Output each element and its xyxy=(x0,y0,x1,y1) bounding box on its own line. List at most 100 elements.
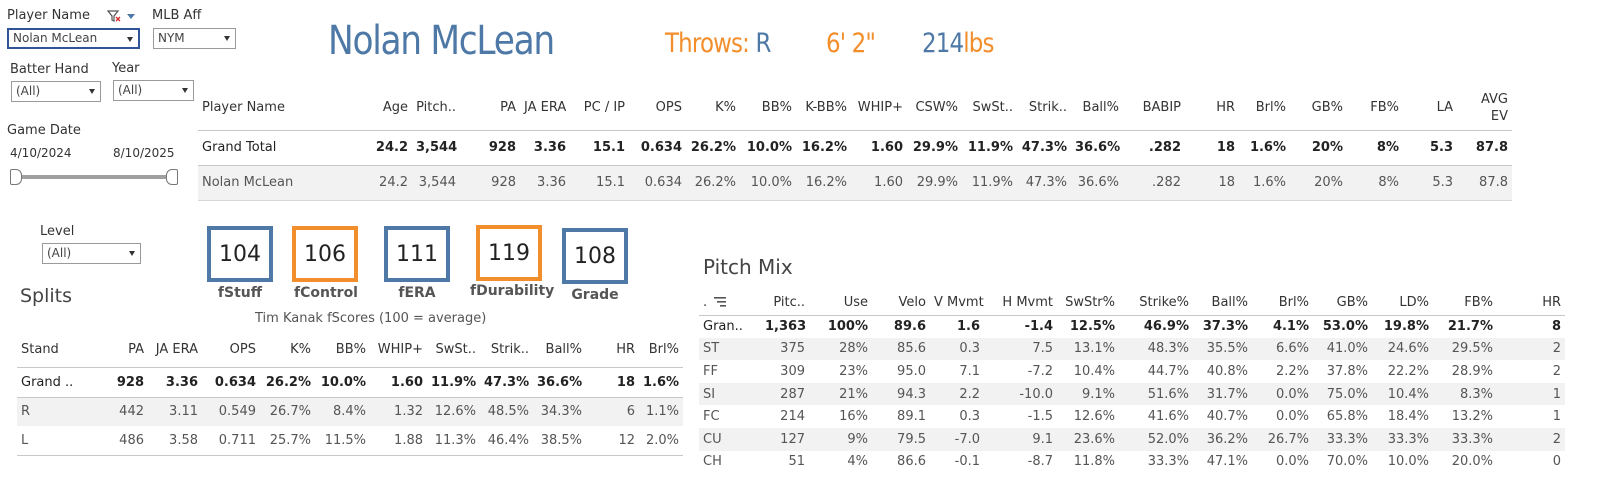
col-brl-pct[interactable]: Brl% xyxy=(1278,295,1309,311)
table-cell: 36.6% xyxy=(1075,140,1121,155)
col-bb-pct[interactable]: BB% xyxy=(761,100,792,116)
slider-end-handle[interactable] xyxy=(166,169,178,185)
col-pitch-type[interactable]: . xyxy=(699,291,761,315)
col-h-mvmt[interactable]: H Mvmt xyxy=(1002,295,1053,311)
col-strike[interactable]: Strik.. xyxy=(490,342,529,358)
col-ball-pct[interactable]: Ball% xyxy=(1211,295,1248,311)
col-pa[interactable]: PA xyxy=(128,342,144,358)
table-cell: -1.4 xyxy=(1024,319,1053,335)
col-ops[interactable]: OPS xyxy=(655,100,682,116)
chevron-down-icon xyxy=(224,36,230,41)
col-ja-era[interactable]: JA ERA xyxy=(155,342,198,358)
table-cell: 37.8% xyxy=(1326,363,1368,379)
fscore-label-fdurability: fDurability xyxy=(470,283,555,299)
col-hr[interactable]: HR xyxy=(616,342,635,358)
table-row[interactable]: FC 214 16% 89.1 0.3 -1.5 12.6% 41.6% 40.7% 0.0% 65… xyxy=(699,405,1565,428)
table-cell: 87.8 xyxy=(1479,175,1508,190)
col-pc-ip[interactable]: PC / IP xyxy=(583,100,625,116)
col-use[interactable]: Use xyxy=(843,295,868,311)
mlb-aff-dropdown[interactable]: NYM xyxy=(153,28,236,49)
table-row[interactable]: CU 127 9% 79.5 -7.0 9.1 23.6% 52.0% 36.2% 26.7% 33… xyxy=(699,427,1565,451)
table-row[interactable]: SI 287 21% 94.3 2.2 -10.0 9.1% 51.6% 31.7% 0.0% 75… xyxy=(699,382,1565,406)
player-name-dropdown[interactable]: Nolan McLean xyxy=(7,28,140,49)
filter-clear-icon[interactable] xyxy=(106,9,137,23)
table-row[interactable]: Nolan McLean 24.2 3,544 928 3.36 15.1 0.634 26.… xyxy=(198,165,1512,200)
level-dropdown[interactable]: (All) xyxy=(42,243,141,264)
col-k-bb-pct[interactable]: K-BB% xyxy=(805,100,847,116)
table-cell: 0.0% xyxy=(1275,454,1309,470)
col-fb-pct[interactable]: FB% xyxy=(1370,100,1399,116)
table-row[interactable]: ST 375 28% 85.6 0.3 7.5 13.1% 48.3% 35.5% 6.6% 41.… xyxy=(699,337,1565,361)
col-swst[interactable]: SwSt.. xyxy=(435,342,477,358)
row-label-cell: ST xyxy=(703,341,720,357)
table-cell: 15.1 xyxy=(596,175,625,190)
col-babip[interactable]: BABIP xyxy=(1142,100,1181,116)
col-k-pct[interactable]: K% xyxy=(290,342,311,358)
table-cell: 4% xyxy=(847,454,868,470)
col-player-name[interactable]: Player Name xyxy=(202,100,285,116)
game-date-slider[interactable] xyxy=(10,168,178,186)
table-cell: -10.0 xyxy=(1019,386,1053,402)
splits-table: Stand PA JA ERA OPS K% BB% WHIP+ SwSt.. … xyxy=(17,333,683,456)
table-cell: 1,363 xyxy=(765,319,807,335)
col-gb-pct[interactable]: GB% xyxy=(1311,100,1343,116)
table-row-total[interactable]: Grand .. 928 3.36 0.634 26.2% 10.0% 1.60 11.9% 4… xyxy=(17,367,683,397)
col-k-pct[interactable]: K% xyxy=(715,100,736,116)
col-age[interactable]: Age xyxy=(382,100,408,116)
table-row[interactable]: FF 309 23% 95.0 7.1 -7.2 10.4% 44.7% 40.8% 2.2% 37… xyxy=(699,360,1565,383)
col-hr[interactable]: HR xyxy=(1216,100,1235,116)
col-pa[interactable]: PA xyxy=(500,100,516,116)
col-strike-pct[interactable]: Strike% xyxy=(1139,295,1189,311)
table-cell: 36.6% xyxy=(1077,175,1119,190)
col-brl-pct[interactable]: Brl% xyxy=(648,342,679,358)
col-ja-era[interactable]: JA ERA xyxy=(524,100,567,116)
table-row[interactable]: CH 51 4% 86.6 -0.1 -8.7 11.8% 33.3% 47.1% 0.0% 70.… xyxy=(699,451,1565,474)
col-csw-pct[interactable]: CSW% xyxy=(915,100,958,116)
table-cell: 47.1% xyxy=(1206,454,1248,470)
table-row[interactable]: L 486 3.58 0.711 25.7% 11.5% 1.88 11.3% 46.4% 38.… xyxy=(17,426,683,455)
col-fb-pct[interactable]: FB% xyxy=(1464,295,1493,311)
col-strike[interactable]: Strik.. xyxy=(1028,100,1067,116)
table-row-total[interactable]: Grand Total 24.2 3,544 928 3.36 15.1 0.634 26.2… xyxy=(198,130,1512,165)
table-row-total[interactable]: Gran.. 1,363 100% 89.6 1.6 -1.4 12.5% 46.9% 37.3… xyxy=(699,315,1565,338)
col-velo[interactable]: Velo xyxy=(898,295,926,311)
col-whip-plus[interactable]: WHIP+ xyxy=(377,342,423,358)
col-bb-pct[interactable]: BB% xyxy=(335,342,366,358)
table-cell: .282 xyxy=(1152,175,1181,190)
col-v-mvmt[interactable]: V Mvmt xyxy=(934,295,984,311)
col-ball-pct[interactable]: Ball% xyxy=(1082,100,1119,116)
col-gb-pct[interactable]: GB% xyxy=(1336,295,1368,311)
slider-track xyxy=(16,175,174,179)
col-whip-plus[interactable]: WHIP+ xyxy=(857,100,903,116)
slider-start-handle[interactable] xyxy=(10,169,22,185)
row-label-cell: FC xyxy=(703,409,720,425)
table-row[interactable]: R 442 3.11 0.549 26.7% 8.4% 1.32 12.6% 48.5% 34.3… xyxy=(17,397,683,426)
batter-hand-dropdown[interactable]: (All) xyxy=(11,81,101,102)
table-cell: 8.4% xyxy=(332,404,366,420)
table-cell: 47.3% xyxy=(1021,140,1067,155)
col-pitches[interactable]: Pitc.. xyxy=(773,295,805,311)
col-hr[interactable]: HR xyxy=(1542,295,1561,311)
table-cell: 6.6% xyxy=(1275,341,1309,357)
col-swstr-pct[interactable]: SwStr% xyxy=(1065,295,1115,311)
throws-label: Throws: xyxy=(665,28,750,59)
col-ops[interactable]: OPS xyxy=(229,342,256,358)
col-avg-ev[interactable]: AVG EV xyxy=(1457,86,1512,130)
col-swst[interactable]: SwSt.. xyxy=(972,100,1014,116)
table-cell: 51 xyxy=(788,454,805,470)
col-pitches[interactable]: Pitch.. xyxy=(416,100,456,116)
table-cell: 24.6% xyxy=(1387,341,1429,357)
col-ball-pct[interactable]: Ball% xyxy=(545,342,582,358)
table-cell: 16.2% xyxy=(801,140,847,155)
year-value: (All) xyxy=(118,83,143,97)
batter-hand-filter-label: Batter Hand xyxy=(10,62,89,77)
col-stand[interactable]: Stand xyxy=(21,342,59,358)
row-label-cell: FF xyxy=(703,363,718,379)
col-ld-pct[interactable]: LD% xyxy=(1399,295,1429,311)
row-label-cell: CH xyxy=(703,454,722,470)
col-la[interactable]: LA xyxy=(1436,100,1453,116)
col-brl-pct[interactable]: Brl% xyxy=(1255,100,1286,116)
year-dropdown[interactable]: (All) xyxy=(113,80,194,101)
table-cell: 18 xyxy=(1218,175,1235,190)
sort-icon[interactable] xyxy=(713,296,727,307)
